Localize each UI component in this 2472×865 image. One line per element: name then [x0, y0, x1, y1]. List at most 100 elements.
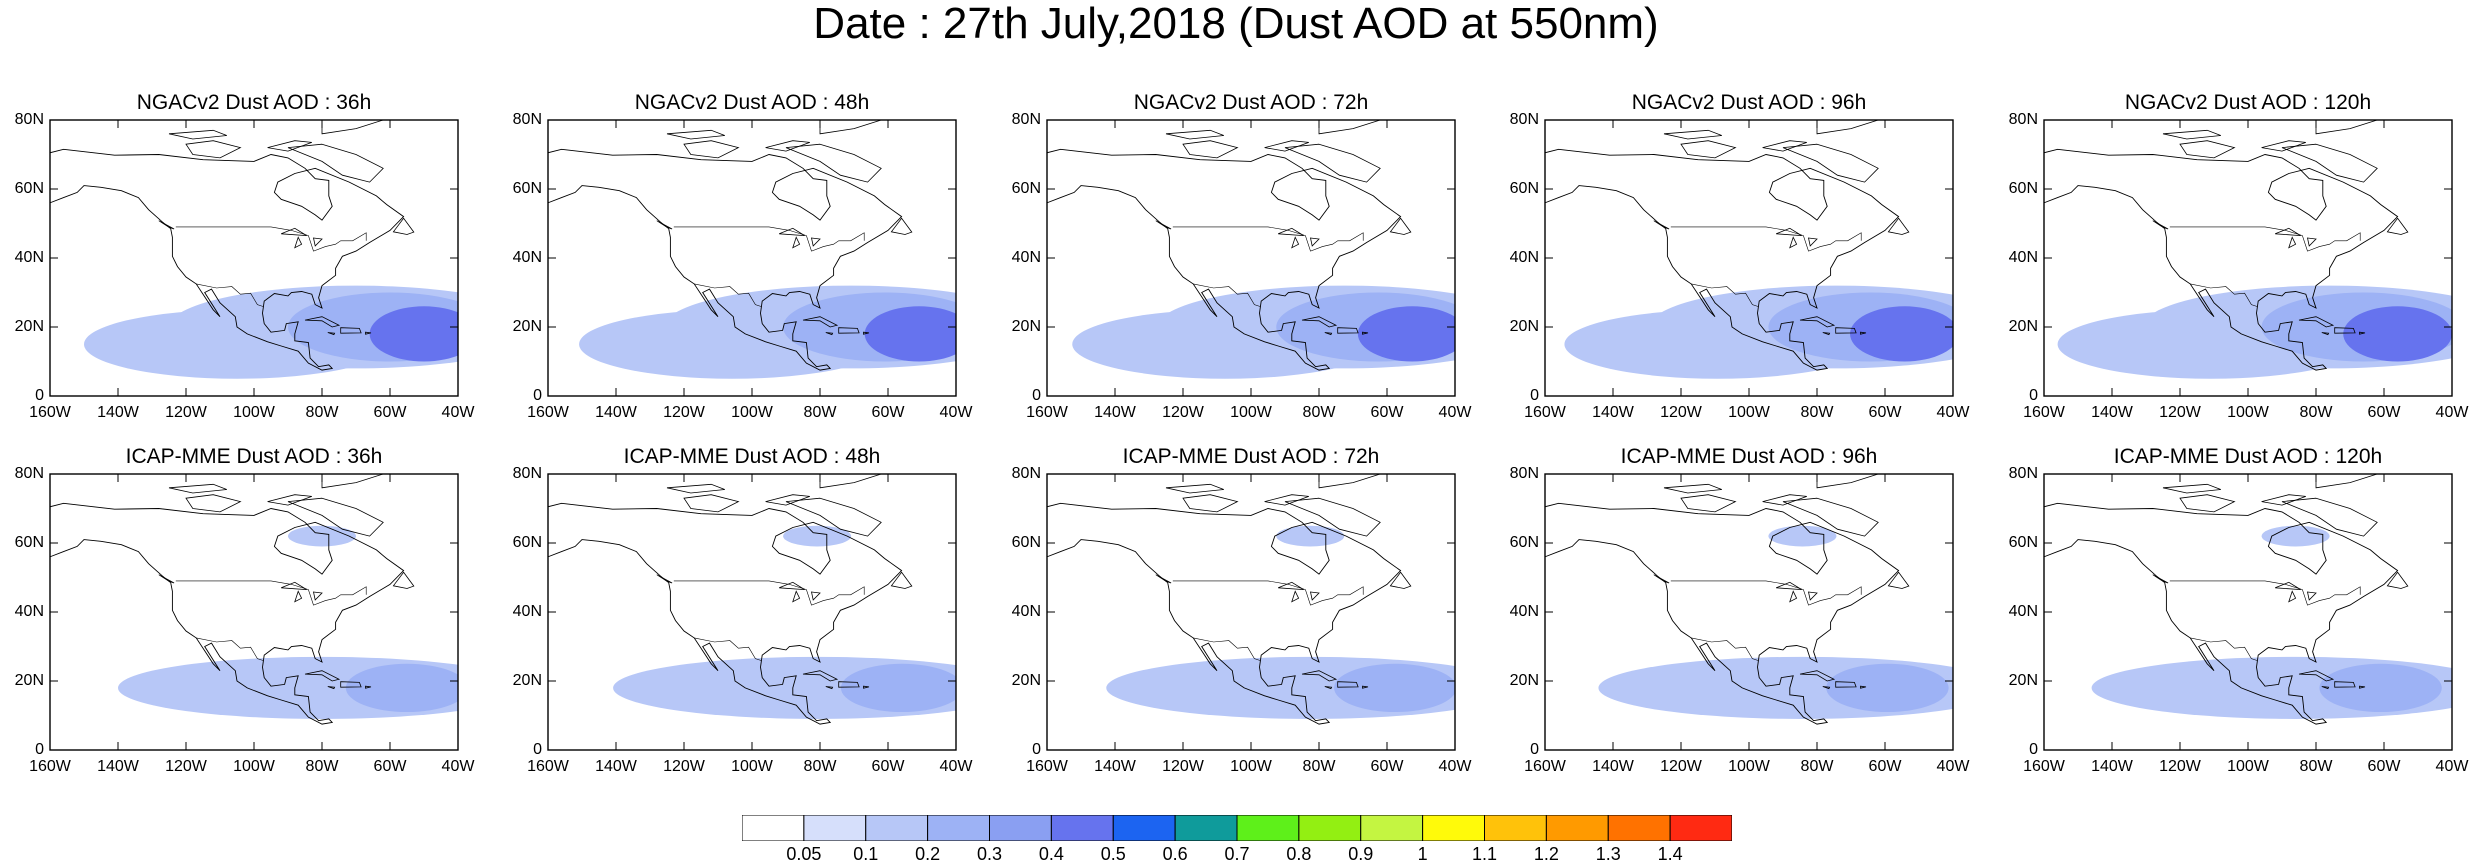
island-outline — [287, 497, 384, 537]
national-border — [1172, 580, 1364, 606]
island-outline — [2261, 140, 2306, 152]
island-outline — [327, 332, 336, 336]
island-outline — [2275, 227, 2301, 236]
island-outline — [1155, 574, 1172, 584]
colorbar-box — [742, 815, 805, 841]
lat-tick-label: 40N — [512, 249, 542, 266]
island-outline — [1264, 140, 1309, 152]
lon-tick-label: 100W — [1230, 404, 1272, 421]
island-outline — [340, 681, 362, 688]
island-outline — [825, 686, 834, 690]
lat-tick-label: 0 — [1530, 387, 1539, 404]
island-outline — [825, 332, 834, 336]
lon-tick-label: 80W — [2299, 758, 2333, 775]
island-outline — [1887, 217, 1910, 235]
lat-tick-label: 20N — [1011, 318, 1041, 335]
island-outline — [1822, 686, 1831, 690]
lat-tick-label: 40N — [1509, 249, 1539, 266]
lon-tick-label: 140W — [97, 758, 139, 775]
island-outline — [365, 685, 372, 689]
island-outline — [158, 220, 175, 230]
island-outline — [1835, 681, 1857, 688]
island-outline — [185, 140, 242, 159]
island-outline — [1278, 227, 1304, 236]
lon-tick-label: 60W — [373, 404, 407, 421]
lat-tick-label: 0 — [1530, 741, 1539, 758]
island-outline — [779, 581, 805, 590]
colorbar-level-label: 0.2 — [915, 844, 941, 864]
map-panel: ICAP-MME Dust AOD : 120h 160W 140W 120W 100W… — [2009, 445, 2469, 775]
island-outline — [2152, 574, 2169, 584]
lon-tick-label: 80W — [2299, 404, 2333, 421]
island-outline — [2162, 129, 2221, 140]
island-outline — [1301, 670, 1338, 682]
island-outline — [1165, 483, 1224, 494]
lat-tick-label: 80N — [2008, 111, 2038, 128]
lat-tick-label: 20N — [1011, 672, 1041, 689]
lon-tick-label: 40W — [1438, 758, 1472, 775]
lat-tick-label: 80N — [1509, 465, 1539, 482]
lon-tick-label: 100W — [2227, 758, 2269, 775]
island-outline — [1762, 494, 1807, 506]
dust-plume — [345, 663, 458, 713]
lat-tick-label: 60N — [1011, 180, 1041, 197]
lon-tick-label: 100W — [731, 758, 773, 775]
island-outline — [312, 591, 323, 601]
island-outline — [1165, 129, 1224, 140]
island-outline — [792, 590, 801, 603]
national-border — [196, 637, 264, 661]
island-outline — [2359, 685, 2366, 689]
island-outline — [321, 474, 384, 489]
dust-plume — [2343, 306, 2452, 362]
lat-tick-label: 60N — [1011, 534, 1041, 551]
lat-tick-label: 20N — [512, 318, 542, 335]
island-outline — [1291, 236, 1300, 249]
island-outline — [2275, 581, 2301, 590]
lat-tick-label: 60N — [14, 534, 44, 551]
coastline — [548, 148, 903, 371]
lon-tick-label: 140W — [1094, 404, 1136, 421]
lat-tick-label: 20N — [1509, 318, 1539, 335]
map-canvas — [2043, 473, 2453, 751]
national-border — [673, 226, 865, 252]
island-outline — [287, 143, 384, 183]
map-canvas — [1544, 473, 1954, 751]
lon-tick-label: 40W — [2435, 404, 2469, 421]
island-outline — [1799, 316, 1836, 328]
map-canvas — [1046, 119, 1456, 397]
island-outline — [1776, 227, 1802, 236]
colorbar-level-label: 1.3 — [1595, 844, 1621, 864]
island-outline — [1284, 497, 1381, 537]
lon-tick-label: 100W — [233, 758, 275, 775]
national-border — [1670, 226, 1862, 252]
lat-tick-label: 80N — [1509, 111, 1539, 128]
island-outline — [666, 129, 725, 140]
island-outline — [2359, 331, 2366, 335]
map-panel: ICAP-MME Dust AOD : 96h 160W 140W 120W 100W 8… — [1510, 445, 1970, 775]
lat-tick-label: 40N — [2008, 249, 2038, 266]
island-outline — [2334, 327, 2356, 334]
island-outline — [656, 220, 673, 230]
island-outline — [656, 574, 673, 584]
island-outline — [1807, 591, 1818, 601]
island-outline — [2179, 494, 2236, 513]
lon-tick-label: 40W — [939, 758, 973, 775]
national-border — [694, 637, 762, 661]
lon-tick-label: 60W — [1868, 758, 1902, 775]
lon-tick-label: 140W — [595, 758, 637, 775]
colorbar-box — [1422, 815, 1485, 841]
island-outline — [168, 129, 227, 140]
dust-plume — [1334, 663, 1455, 713]
island-outline — [1324, 686, 1333, 690]
national-border — [673, 580, 865, 606]
colorbar-level-label: 0.1 — [853, 844, 879, 864]
island-outline — [819, 120, 882, 135]
national-border — [1670, 580, 1862, 606]
island-outline — [802, 316, 839, 328]
island-outline — [1789, 236, 1798, 249]
island-outline — [1284, 143, 1381, 183]
island-outline — [1318, 120, 1381, 135]
colorbar-level-label: 0.9 — [1348, 844, 1374, 864]
lon-tick-label: 140W — [97, 404, 139, 421]
